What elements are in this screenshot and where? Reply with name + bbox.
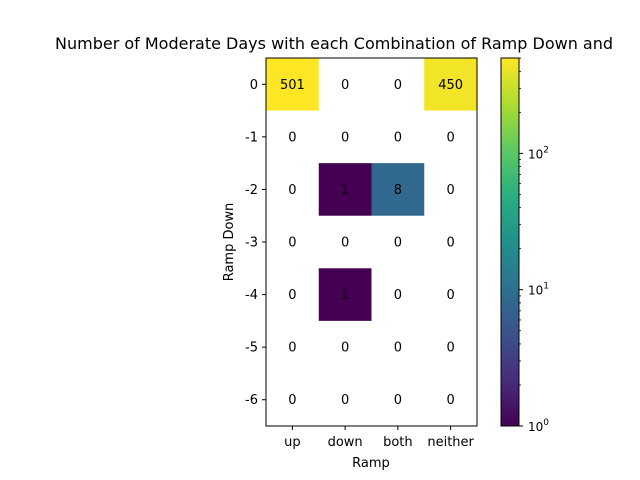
heatmap-cell — [318, 268, 372, 321]
cell-value-label: 0 — [288, 130, 296, 145]
heatmap-cell — [318, 163, 372, 216]
cell-value-label: 1 — [341, 288, 349, 303]
cell-value-label: 450 — [438, 78, 463, 93]
heatmap-cells — [266, 58, 477, 321]
heatmap-cell-labels: 501 0 0 450 0 0 0 0 0 1 8 0 0 0 0 0 0 1 0 0 0 0 0 0 0 0 0 0 — [280, 78, 463, 408]
cell-value-label: 0 — [288, 393, 296, 408]
y-axis-label: Ramp Down — [222, 203, 237, 282]
colorbar-tick-label: 102 — [528, 145, 549, 161]
cell-value-label: 0 — [341, 130, 349, 145]
cell-value-label: 1 — [341, 183, 349, 198]
y-axis-ticks: 0 -1 -2 -3 -4 -5 -6 — [245, 78, 266, 408]
cell-value-label: 0 — [394, 130, 402, 145]
y-tick-label: -3 — [245, 236, 258, 251]
y-tick-label: -4 — [245, 288, 258, 303]
cell-value-label: 0 — [394, 236, 402, 251]
y-tick-label: -5 — [245, 341, 258, 356]
colorbar: 100 101 102 — [500, 57, 549, 434]
cell-value-label: 0 — [446, 236, 454, 251]
colorbar-gradient — [501, 58, 519, 426]
colorbar-tick-label: 100 — [528, 418, 549, 434]
cell-value-label: 0 — [394, 78, 402, 93]
cell-value-label: 0 — [446, 341, 454, 356]
colorbar-major-ticks: 100 101 102 — [519, 145, 549, 434]
cell-value-label: 0 — [341, 341, 349, 356]
colorbar-tick-label: 101 — [528, 282, 549, 298]
y-tick-label: -2 — [245, 183, 258, 198]
cell-value-label: 501 — [280, 78, 305, 93]
x-axis-label: Ramp — [352, 456, 390, 471]
cell-value-label: 0 — [446, 130, 454, 145]
x-tick-label: down — [328, 435, 363, 450]
cell-value-label: 0 — [341, 78, 349, 93]
heatmap-cell — [266, 58, 319, 111]
cell-value-label: 8 — [394, 183, 402, 198]
cell-value-label: 0 — [446, 183, 454, 198]
cell-value-label: 0 — [288, 236, 296, 251]
x-tick-label: both — [383, 435, 413, 450]
cell-value-label: 0 — [394, 393, 402, 408]
cell-value-label: 0 — [288, 183, 296, 198]
cell-value-label: 0 — [341, 236, 349, 251]
cell-value-label: 0 — [288, 288, 296, 303]
cell-value-label: 0 — [341, 393, 349, 408]
cell-value-label: 0 — [446, 288, 454, 303]
x-axis-ticks: up down both neither — [284, 426, 475, 450]
heatmap-cell — [371, 163, 425, 216]
cell-value-label: 0 — [446, 393, 454, 408]
y-tick-label: 0 — [250, 78, 258, 93]
y-tick-label: -6 — [245, 393, 258, 408]
plot-frame — [265, 57, 478, 427]
cell-value-label: 0 — [394, 341, 402, 356]
heatmap-cell — [424, 58, 477, 111]
x-tick-label: up — [284, 435, 301, 450]
chart-title: Number of Moderate Days with each Combin… — [55, 34, 613, 53]
colorbar-frame — [500, 57, 520, 427]
y-tick-label: -1 — [245, 130, 258, 145]
cell-value-label: 0 — [288, 341, 296, 356]
cell-value-label: 0 — [394, 288, 402, 303]
x-tick-label: neither — [427, 435, 474, 450]
